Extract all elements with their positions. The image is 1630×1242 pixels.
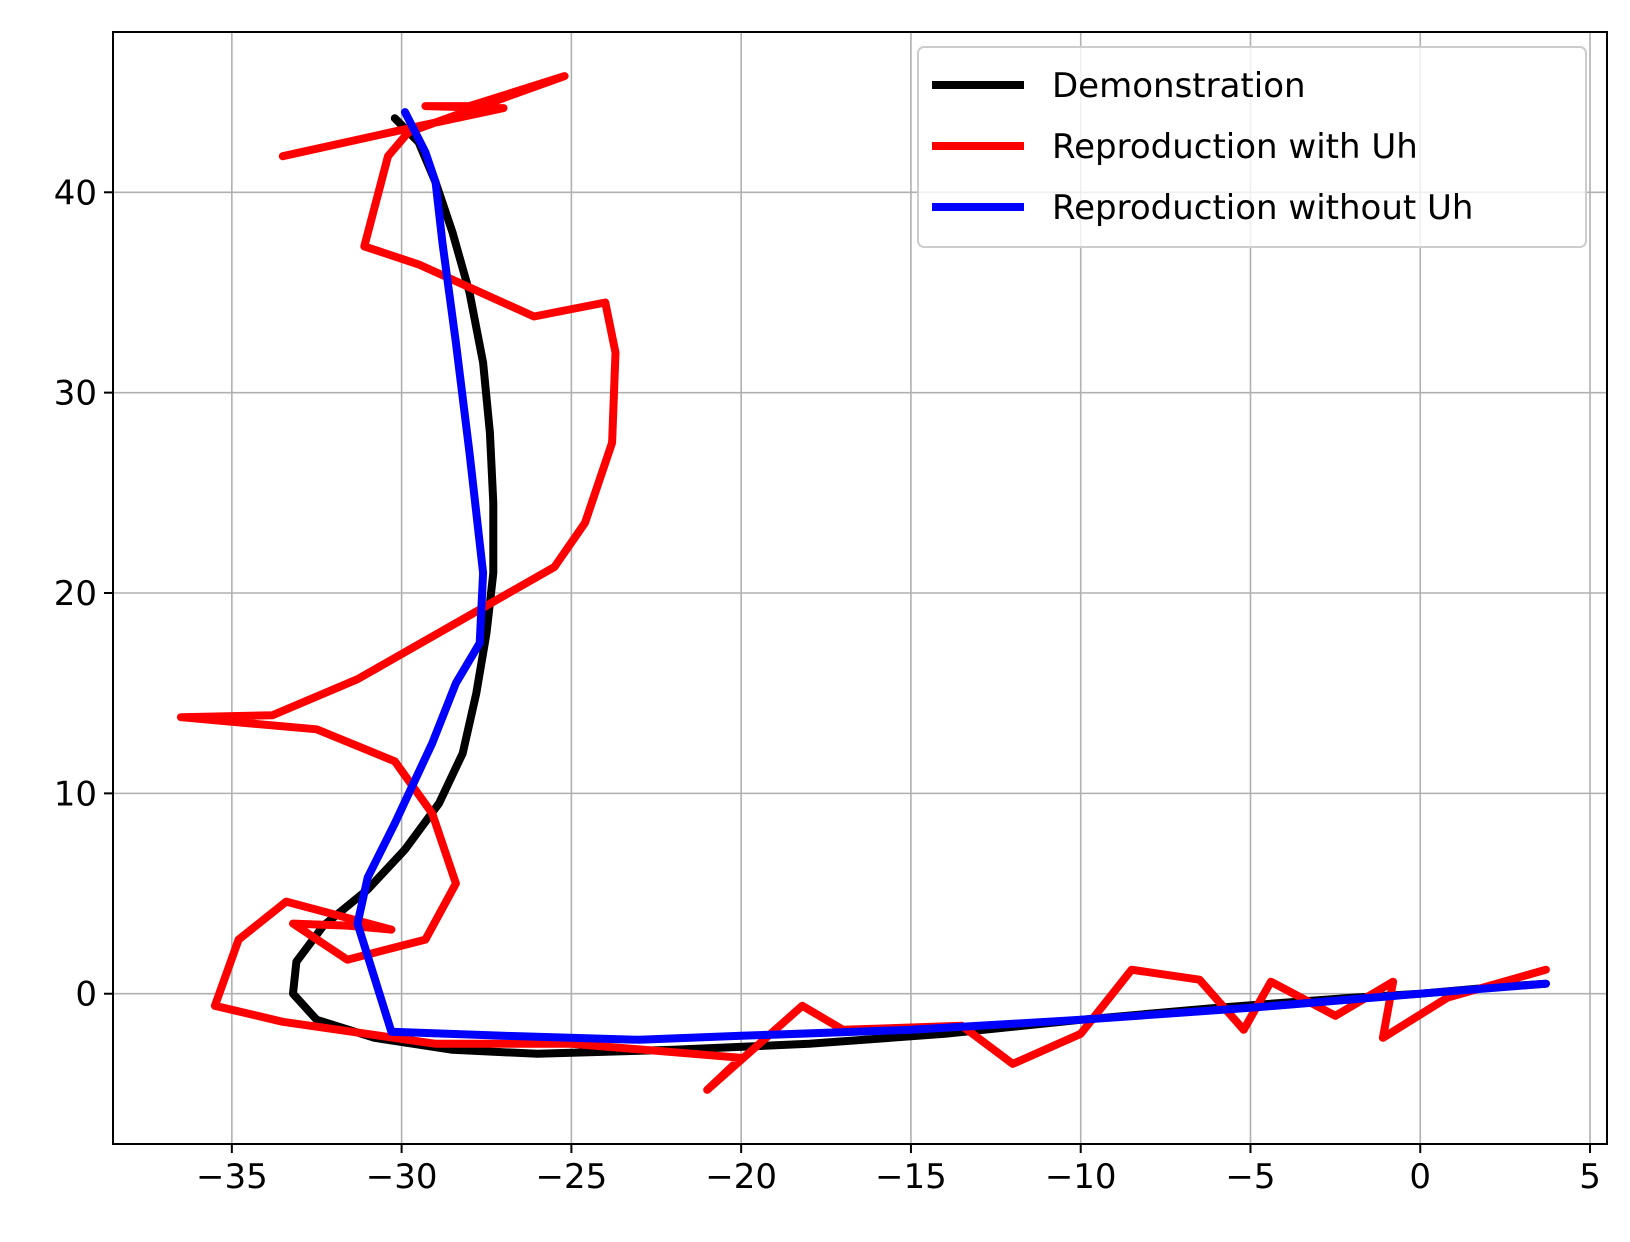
x-tick-label: −15 <box>875 1157 947 1197</box>
axis-ticks: −35 −30 −25 −20 −15 −10 −5 0 5 0 10 20 30 40 <box>54 173 1601 1197</box>
x-tick-label: 0 <box>1409 1157 1431 1197</box>
x-tick-label: −5 <box>1225 1157 1275 1197</box>
y-tick-label: 10 <box>54 774 97 814</box>
x-tick-label: 5 <box>1579 1157 1601 1197</box>
x-tick-label: −25 <box>536 1157 608 1197</box>
series-line <box>353 108 1550 1044</box>
series-line <box>176 72 1550 1094</box>
x-tick-label: −35 <box>196 1157 268 1197</box>
x-tick-label: −20 <box>705 1157 777 1197</box>
y-tick-label: 20 <box>54 574 97 614</box>
legend: Demonstration Reproduction with Uh Reprodu… <box>917 46 1587 248</box>
x-tick-label: −30 <box>366 1157 438 1197</box>
y-tick-label: 30 <box>54 374 97 414</box>
series-lines <box>176 72 1550 1094</box>
plot-frame <box>112 31 1608 1145</box>
x-tick-label: −10 <box>1045 1157 1117 1197</box>
y-tick-label: 0 <box>75 975 97 1015</box>
legend-label: Reproduction without Uh <box>1052 188 1473 228</box>
legend-box <box>917 46 1587 248</box>
legend-label: Demonstration <box>1052 66 1306 106</box>
legend-label: Reproduction with Uh <box>1052 127 1418 167</box>
y-tick-label: 40 <box>54 173 97 213</box>
